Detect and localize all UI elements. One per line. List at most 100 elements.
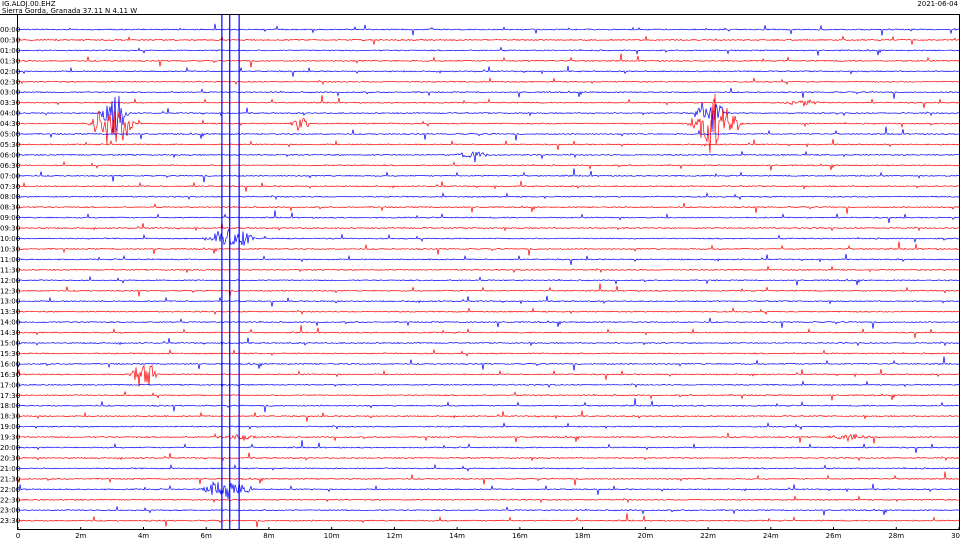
row-label-0030: 00:30	[0, 36, 20, 44]
row-label-1800: 18:00	[0, 402, 20, 410]
row-label-2100: 21:00	[0, 465, 20, 473]
row-label-0530: 05:30	[0, 141, 20, 149]
station-code: IG.ALOJ.00.EHZ	[2, 0, 56, 8]
row-label-1930: 19:30	[0, 434, 20, 442]
x-axis: 0 2m 4m 6m 8m 10m 12m 14m 16m 18m 20m 22m 24m 26m 28m 3…	[16, 527, 960, 540]
trace-1930	[17, 432, 960, 444]
trace-group	[17, 23, 960, 528]
row-label-0100: 01:00	[0, 47, 20, 55]
trace-0730	[17, 180, 960, 192]
row-label-0700: 07:00	[0, 172, 20, 180]
row-label-0600: 06:00	[0, 151, 20, 159]
row-label-2300: 23:00	[0, 507, 20, 515]
trace-2330	[17, 513, 960, 528]
trace-1500	[17, 337, 960, 347]
trace-1430	[17, 325, 960, 339]
trace-0700	[17, 168, 960, 183]
trace-2200	[17, 481, 960, 499]
trace-0830	[17, 202, 960, 214]
trace-2130	[17, 471, 960, 486]
row-label-0800: 08:00	[0, 193, 20, 201]
x-tick-label-10: 20m	[637, 532, 653, 540]
trace-0000	[17, 23, 960, 36]
x-tick-label-15: 30	[951, 532, 960, 540]
trace-0200	[17, 65, 960, 77]
row-label-group: 00:00 00:30 01:00 01:30 02:00 02:30 03:00 03:30…	[0, 26, 20, 525]
row-label-1530: 15:30	[0, 350, 20, 358]
row-label-0430: 04:30	[0, 120, 20, 128]
row-label-1830: 18:30	[0, 413, 20, 421]
row-label-1500: 15:00	[0, 340, 20, 348]
trace-0230	[17, 77, 960, 86]
row-label-1100: 11:00	[0, 256, 20, 264]
trace-1600	[17, 356, 960, 371]
row-label-0000: 00:00	[0, 26, 20, 34]
trace-0400	[17, 95, 960, 133]
row-label-1000: 10:00	[0, 235, 20, 243]
row-label-1900: 19:00	[0, 423, 20, 431]
row-label-0400: 04:00	[0, 110, 20, 118]
trace-1900	[17, 421, 960, 430]
row-label-1730: 17:30	[0, 392, 20, 400]
trace-1000	[17, 228, 960, 246]
row-label-2000: 20:00	[0, 444, 20, 452]
row-label-1430: 14:30	[0, 329, 20, 337]
x-tick-label-5: 10m	[324, 532, 340, 540]
trace-0100	[17, 46, 960, 56]
row-label-1600: 16:00	[0, 360, 20, 368]
x-tick-label-12: 24m	[763, 532, 779, 540]
x-tick-label-11: 22m	[700, 532, 716, 540]
station-location: Sierra Gorda, Granada 37.11 N 4.11 W	[2, 7, 138, 15]
trace-1230	[17, 283, 960, 298]
trace-0530	[17, 138, 960, 151]
trace-1700	[17, 380, 960, 389]
row-label-0500: 05:00	[0, 131, 20, 139]
row-label-2030: 20:30	[0, 454, 20, 462]
trace-0300	[17, 87, 960, 99]
plot-date: 2021-06-04	[917, 0, 958, 8]
trace-2230	[17, 495, 960, 504]
trace-1830	[18, 410, 960, 422]
trace-0600	[17, 150, 960, 163]
row-label-1330: 13:30	[0, 308, 20, 316]
trace-2100	[17, 463, 960, 472]
row-label-1700: 17:00	[0, 381, 20, 389]
x-tick-label-9: 18m	[575, 532, 591, 540]
row-label-0930: 09:30	[0, 225, 20, 233]
row-label-2200: 22:00	[0, 486, 20, 494]
row-label-0900: 09:00	[0, 214, 20, 222]
row-label-1400: 14:00	[0, 319, 20, 327]
x-tick-label-4: 8m	[263, 532, 274, 540]
row-label-2230: 22:30	[0, 496, 20, 504]
row-label-0200: 02:00	[0, 68, 20, 76]
x-tick-label-3: 6m	[201, 532, 212, 540]
row-label-1630: 16:30	[0, 371, 20, 379]
trace-1200	[17, 275, 960, 286]
x-tick-label-2: 4m	[138, 532, 149, 540]
trace-0330	[17, 95, 960, 109]
trace-0030	[17, 34, 960, 45]
row-label-1230: 12:30	[0, 287, 20, 295]
row-label-1200: 12:00	[0, 277, 20, 285]
row-label-1030: 10:30	[0, 245, 20, 253]
trace-0900	[17, 210, 960, 224]
row-label-2130: 21:30	[0, 475, 20, 483]
trace-0430	[17, 93, 960, 154]
trace-0930	[17, 222, 960, 232]
cursor-line-group	[221, 14, 240, 530]
x-tick-label-0: 0	[16, 532, 20, 540]
x-tick-label-7: 14m	[449, 532, 465, 540]
row-label-0330: 03:30	[0, 99, 20, 107]
trace-1130	[17, 265, 960, 274]
trace-2030	[17, 452, 960, 462]
row-label-0130: 01:30	[0, 57, 20, 65]
trace-1030	[17, 241, 960, 256]
row-label-0230: 02:30	[0, 78, 20, 86]
trace-0130	[17, 53, 960, 68]
row-label-1130: 11:30	[0, 266, 20, 274]
trace-1300	[17, 295, 960, 307]
trace-1800	[17, 398, 960, 413]
x-tick-label-6: 12m	[387, 532, 403, 540]
row-label-0300: 03:00	[0, 89, 20, 97]
